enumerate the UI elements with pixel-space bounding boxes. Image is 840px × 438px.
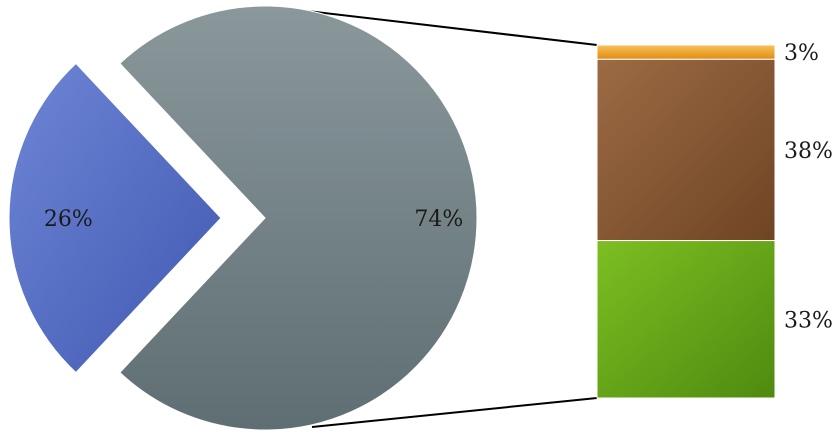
pie-slice-1 bbox=[119, 5, 478, 431]
bar-label-1: 38% bbox=[784, 139, 833, 164]
connector-line-bottom bbox=[311, 397, 598, 428]
stacked-bar bbox=[596, 44, 776, 399]
pie-label-0: 26% bbox=[44, 207, 93, 232]
bar-segment-1 bbox=[596, 58, 776, 242]
connector-lines bbox=[289, 8, 598, 428]
pie bbox=[8, 5, 478, 431]
bar-label-2: 33% bbox=[784, 308, 833, 333]
data-labels: 26% 74% 3% 38% 33% bbox=[44, 41, 833, 333]
bar-segment-0 bbox=[596, 44, 776, 60]
connector-line-top bbox=[289, 8, 598, 46]
pie-label-1: 74% bbox=[414, 207, 463, 232]
bar-segment-2 bbox=[596, 240, 776, 399]
pie-slice-0 bbox=[8, 62, 222, 374]
bar-label-0: 3% bbox=[784, 41, 819, 66]
